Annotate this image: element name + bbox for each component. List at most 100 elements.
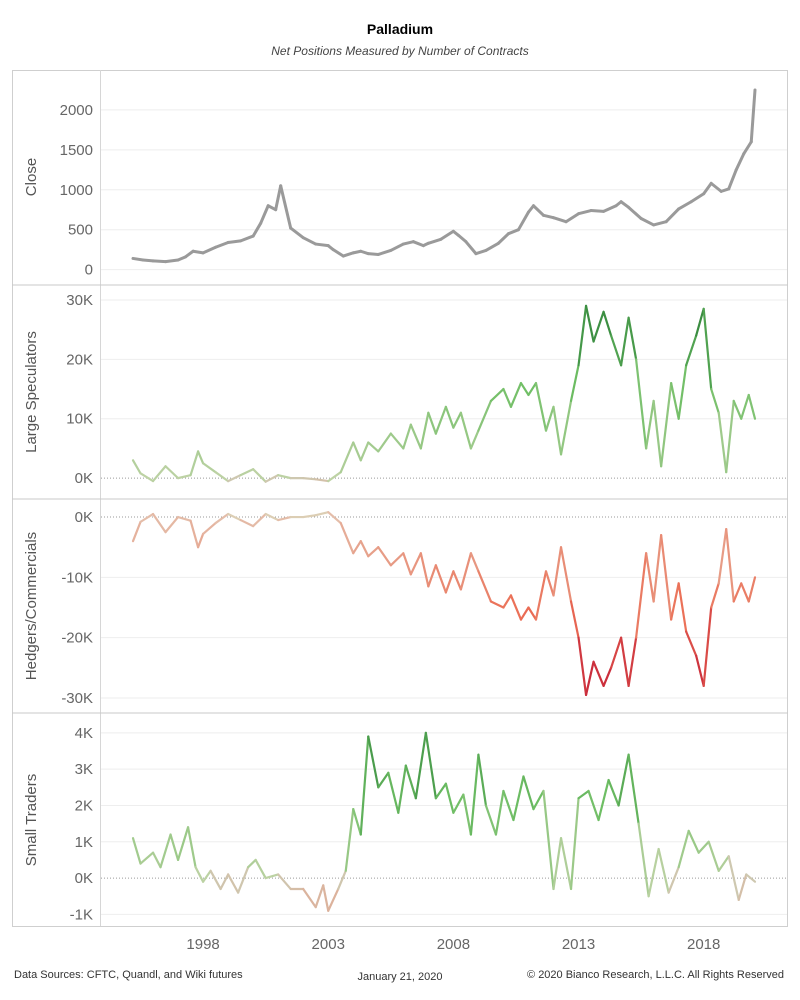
series-line-segment [139,851,155,865]
series-line-segment [426,237,443,245]
series-line-segment [402,552,412,576]
series-line-segment [131,459,142,475]
series-line-segment [424,731,437,800]
series-line-segment [274,184,283,212]
series-line-segment [389,242,405,252]
series-line-segment [695,654,705,688]
series-line-segment [742,140,753,156]
series-line-segment [277,474,292,480]
series-line-segment [725,528,735,603]
series-line-segment [341,251,355,258]
series-line-segment [377,546,392,567]
series-line-segment [717,528,728,585]
series-line-segment [254,858,267,880]
series-line-segment [494,789,505,836]
series-line-segment [727,168,738,191]
series-line-segment [587,789,600,822]
series-line-segment [619,200,631,209]
series-line-segment [602,666,613,688]
chart-title: Palladium [366,21,434,37]
series-line-segment [302,514,317,519]
series-line-segment [194,866,205,883]
y-tick-label: -30K [61,690,93,707]
series-line-segment [252,468,267,483]
series-line-segment [710,387,720,414]
series-line-segment [352,540,362,555]
series-line-segment [314,884,325,909]
series-line-segment [277,873,292,891]
series-line-segment [404,764,417,800]
series-line-segment [589,209,606,213]
series-line-segment [552,216,568,224]
series-line-segment [559,399,573,456]
series-line-segment [264,873,280,880]
series-line-segment [577,304,588,367]
series-line-segment [502,594,513,609]
series-line-segment [477,570,493,603]
series-line-segment [402,423,412,450]
series-line-segment [389,432,405,450]
series-line-segment [619,636,630,688]
series-line-segment [627,205,643,221]
series-line-segment [414,731,427,800]
series-line-segment [331,248,345,258]
series-line-segment [359,441,370,462]
series-line-segment [151,259,168,264]
series-line-segment [559,546,573,603]
series-line-segment [251,221,263,238]
series-line-segment [477,753,488,807]
series-line-segment [592,660,605,688]
series-line-segment [645,399,655,450]
series-line-segment [695,307,705,337]
series-line-segment [411,240,425,248]
series-line-segment [532,789,545,811]
series-line-segment [747,576,757,603]
series-line-segment [344,808,355,872]
series-line-segment [427,411,437,435]
series-line-segment [201,462,217,474]
series-line-segment [727,855,740,901]
series-line-segment [314,242,330,248]
series-line-segment [301,236,318,246]
x-tick-label: 2013 [562,936,595,953]
y-tick-label: 0K [75,509,93,526]
series-line-segment [609,334,623,367]
series-line-segment [569,600,580,639]
series-line-segment [602,310,613,337]
series-line-segment [602,204,618,213]
series-line-segment [259,204,270,225]
series-line-segment [647,847,660,898]
series-line-segment [710,582,720,609]
series-line-segment [619,316,630,367]
series-line-segment [176,515,192,522]
series-line-segment [367,735,380,789]
series-line-segment [434,564,447,594]
series-line-segment [670,582,680,621]
series-line-segment [687,829,700,854]
series-line-segment [139,512,155,523]
series-line-segment [635,358,648,450]
footer-date: January 21, 2020 [357,971,443,983]
series-line-segment [169,833,180,862]
series-line-segment [737,873,748,901]
series-line-segment [264,512,280,522]
series-line-segment [664,207,681,224]
series-line-segment [652,534,663,603]
series-line-segment [657,847,670,894]
x-tick-label: 2008 [437,936,470,953]
series-line-segment [462,793,473,836]
y-axis-title: Large Speculators [23,331,40,453]
series-line-segment [387,771,400,814]
series-line-segment [677,200,693,211]
y-tick-label: 2000 [60,102,93,119]
y-tick-label: 1000 [60,182,93,199]
series-line-segment [717,855,730,872]
series-line-segment [702,606,713,688]
series-line-segment [164,258,180,264]
series-line-segment [196,532,205,549]
series-line-segment [577,789,590,800]
series-line-segment [527,606,538,621]
series-line-segment [484,804,498,836]
series-line-segment [359,540,370,558]
